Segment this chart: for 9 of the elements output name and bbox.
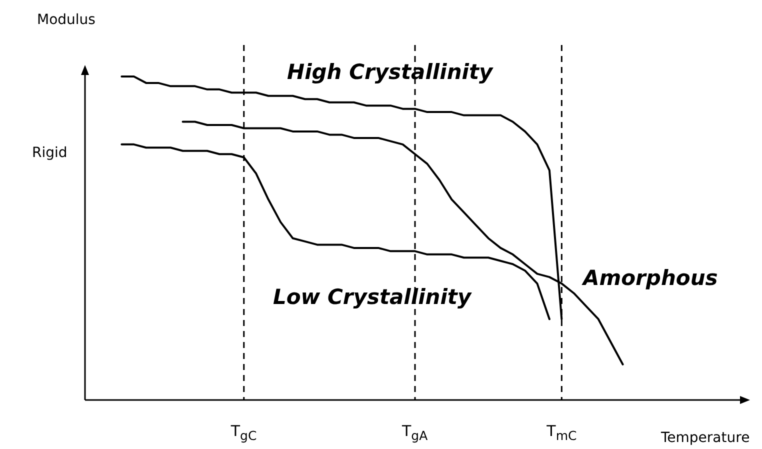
x-tick-label: T$_{gC}$ xyxy=(230,422,257,443)
series-label: High Crystallinity xyxy=(287,60,493,85)
y-axis-title: Modulus xyxy=(37,12,96,29)
series-label: Amorphous xyxy=(583,266,718,291)
x-tick-label: T$_{mC}$ xyxy=(546,422,577,443)
x-tick-label: T$_{gA}$ xyxy=(402,422,428,443)
series-label: Low Crystallinity xyxy=(273,284,472,310)
text: Rigid xyxy=(32,144,68,162)
x-axis-title: Temperature xyxy=(661,430,750,447)
